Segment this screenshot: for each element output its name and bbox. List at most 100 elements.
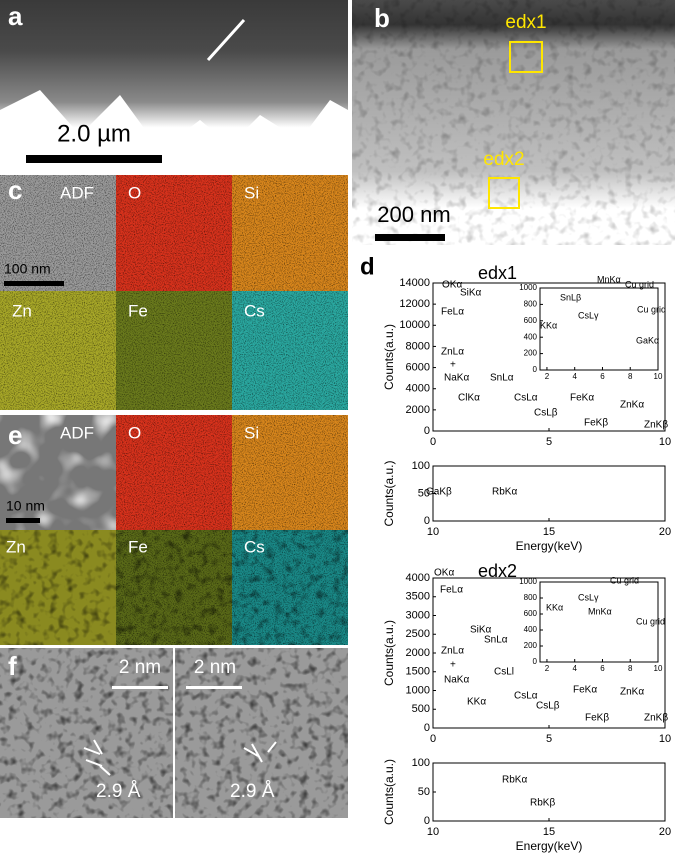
edx-box <box>488 177 520 209</box>
x-axis-label: Energy(keV) <box>516 839 583 853</box>
x-tick-label: 8 <box>628 664 633 673</box>
y-tick-label: 0 <box>424 722 430 734</box>
peak-label: FeKβ <box>584 418 608 429</box>
peak-label: SiKα <box>460 288 482 299</box>
y-tick-label: 600 <box>524 609 538 618</box>
y-tick-label: 0 <box>424 425 430 437</box>
peak-label: CsLγ <box>578 592 599 602</box>
y-tick-label: 1000 <box>406 684 430 696</box>
panel-label: b <box>374 3 390 33</box>
peak-label: CsLβ <box>534 408 558 419</box>
divider <box>173 648 175 818</box>
peak-label: RbKβ <box>530 798 555 809</box>
x-tick-label: 10 <box>654 372 663 381</box>
tile-label: Si <box>244 183 259 202</box>
peak-label: CsLl <box>494 667 514 678</box>
peak-label: KKα <box>546 602 563 612</box>
y-axis-label: Counts(a.u.) <box>382 620 396 686</box>
peak-label: FeLα <box>440 585 463 596</box>
peak-label: MnKα <box>588 606 612 616</box>
x-tick-label: 10 <box>659 733 671 745</box>
tile-label: Zn <box>6 537 26 556</box>
y-tick-label: 1000 <box>519 283 537 292</box>
y-tick-label: 0 <box>533 657 538 666</box>
y-tick-label: 3000 <box>406 609 430 621</box>
tile-label: ADF <box>60 423 94 442</box>
x-tick-label: 15 <box>543 526 555 538</box>
scale-label: 2 nm <box>194 657 236 678</box>
y-tick-label: 0 <box>424 815 430 827</box>
y-tick-label: 800 <box>524 593 538 602</box>
peak-label: CsLβ <box>536 701 560 712</box>
tile-label: Zn <box>12 301 32 320</box>
scale-label: 10 nm <box>6 498 45 514</box>
x-tick-label: 2 <box>545 372 550 381</box>
x-tick-label: 10 <box>427 826 439 838</box>
image-texture <box>352 0 675 245</box>
y-tick-label: 3500 <box>406 591 430 603</box>
spacing-label: 2.9 Å <box>230 781 275 802</box>
chart-title: edx1 <box>478 263 517 283</box>
y-tick-label: 600 <box>524 316 538 325</box>
scale-bar <box>375 234 445 241</box>
peak-label: ClKα <box>458 393 480 404</box>
y-tick-label: 4000 <box>406 383 430 395</box>
x-tick-label: 8 <box>628 372 633 381</box>
tile-label: Fe <box>128 301 148 320</box>
map-noise <box>0 175 348 410</box>
y-tick-label: 400 <box>524 625 538 634</box>
x-tick-label: 10 <box>654 664 663 673</box>
spacing-marker <box>83 739 111 776</box>
y-tick-label: 50 <box>418 487 430 499</box>
arrow <box>206 18 246 62</box>
y-tick-label: 800 <box>524 300 538 309</box>
peak-label: FeLα <box>441 307 464 318</box>
y-tick-label: 1000 <box>519 577 537 586</box>
x-tick-label: 20 <box>659 526 671 538</box>
y-tick-label: 14000 <box>399 277 430 289</box>
panel-label: c <box>8 175 22 205</box>
peak-label: CsLγ <box>578 310 599 320</box>
peak-label: Cu grid <box>637 304 666 314</box>
chart-title: edx2 <box>478 561 517 581</box>
peak-label: ZnLα <box>441 646 464 657</box>
edx-label: edx2 <box>483 149 524 170</box>
peak-label: FeKα <box>570 393 594 404</box>
spacing-label: 2.9 Å <box>96 781 141 802</box>
x-tick-label: 0 <box>430 733 436 745</box>
peak-label: ZnKα <box>620 400 644 411</box>
y-tick-label: 2000 <box>406 404 430 416</box>
peak-label: GaKα <box>636 335 659 345</box>
scale-label: 200 nm <box>377 202 450 227</box>
scale-bar <box>4 281 64 286</box>
tile-label: O <box>128 423 141 442</box>
peak-label: SiKα <box>470 625 492 636</box>
peak-label: Cu grid <box>625 279 654 289</box>
y-tick-label: 0 <box>424 515 430 527</box>
x-tick-label: 4 <box>572 664 577 673</box>
peak-label: + <box>450 660 456 671</box>
scale-bar <box>26 155 162 163</box>
x-tick-label: 10 <box>659 436 671 448</box>
peak-label: FeKβ <box>585 713 609 724</box>
peak-label: RbKα <box>492 487 517 498</box>
y-tick-label: 2000 <box>406 647 430 659</box>
y-tick-label: 100 <box>412 460 430 472</box>
peak-label: GaKβ <box>426 487 452 498</box>
scale-label: 100 nm <box>4 261 51 277</box>
edx-label: edx1 <box>505 12 546 33</box>
adf-texture <box>0 415 116 530</box>
x-tick-label: 2 <box>545 664 550 673</box>
peak-label: NaKα <box>444 675 469 686</box>
peak-label: ZnLα <box>441 347 464 358</box>
peak-label: SnLβ <box>560 292 581 302</box>
x-tick-label: 6 <box>600 664 605 673</box>
y-tick-label: 6000 <box>406 361 430 373</box>
peak-label: CsLα <box>514 691 538 702</box>
tile-label: Cs <box>244 537 265 556</box>
peak-label: KKα <box>540 320 557 330</box>
peak-label: Cu grid <box>636 616 665 626</box>
y-tick-label: 0 <box>533 365 538 374</box>
scale-bar <box>112 686 168 689</box>
